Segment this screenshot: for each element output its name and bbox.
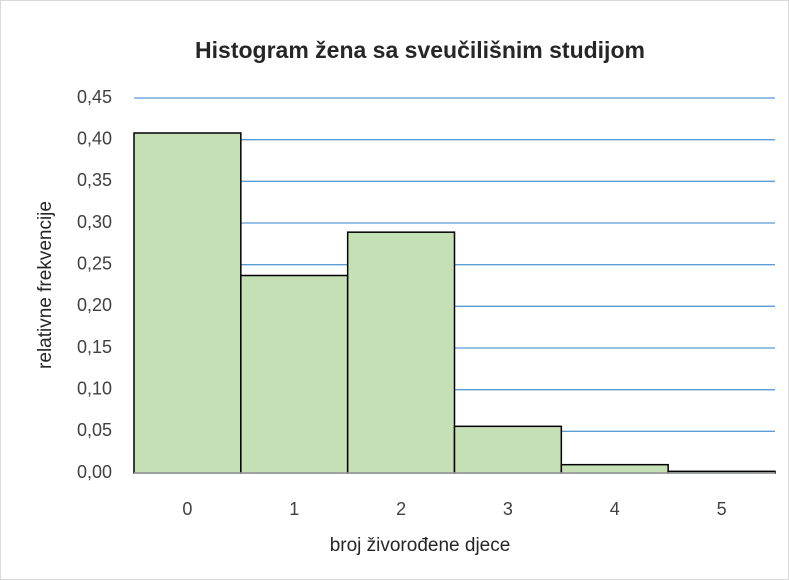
x-tick-label: 1 — [289, 499, 299, 519]
x-tick-label: 5 — [717, 499, 727, 519]
y-axis-title: relativne frekvencije — [35, 201, 56, 369]
y-tick-label: 0,10 — [77, 378, 112, 398]
y-tick-label: 0,20 — [77, 295, 112, 315]
x-tick-label: 2 — [396, 499, 406, 519]
y-tick-label: 0,05 — [77, 420, 112, 440]
y-tick-label: 0,15 — [77, 337, 112, 357]
y-tick-label: 0,35 — [77, 170, 112, 190]
y-tick-label: 0,25 — [77, 253, 112, 273]
x-tick-label: 3 — [503, 499, 513, 519]
x-axis-title: broj živorođene djece — [330, 535, 511, 556]
chart-title: Histogram žena sa sveučilišnim studijom — [195, 37, 645, 63]
bar — [346, 231, 456, 474]
y-tick-label: 0,00 — [77, 462, 112, 482]
bar — [133, 132, 242, 474]
y-tick-label: 0,30 — [77, 212, 112, 232]
y-tick-label: 0,45 — [77, 87, 112, 107]
x-tick-label: 4 — [610, 499, 620, 519]
bar — [560, 463, 669, 474]
bar — [453, 425, 563, 474]
y-tick-label: 0,40 — [77, 128, 112, 148]
bar — [240, 274, 349, 474]
x-tick-label: 0 — [182, 499, 192, 519]
